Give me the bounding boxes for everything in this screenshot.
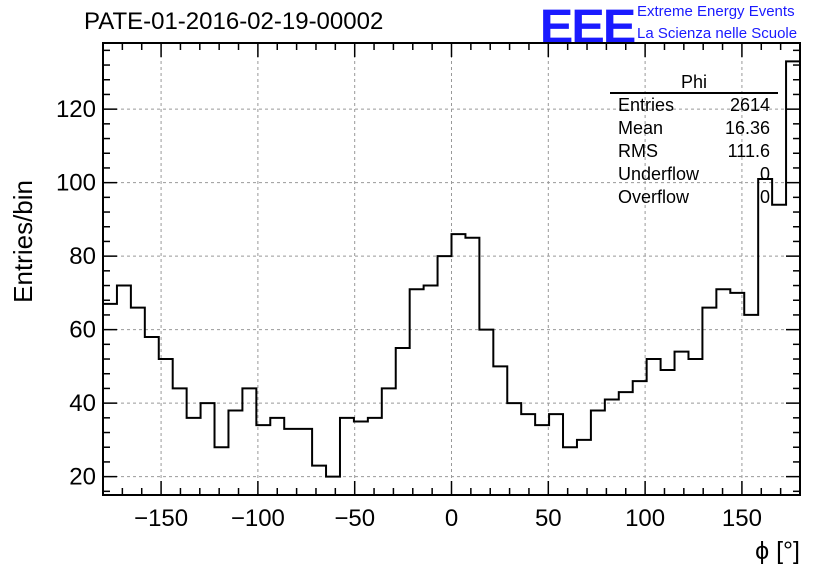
- y-axis-label: Entries/bin: [8, 180, 38, 303]
- stats-row: RMS 111.6: [610, 140, 778, 163]
- y-tick-label: 80: [69, 243, 96, 270]
- y-tick-label: 40: [69, 390, 96, 417]
- y-tick-label: 100: [56, 170, 96, 197]
- stats-label: Mean: [618, 118, 664, 138]
- axes: −150 −100 −50 0 50 100 150 20 40 60 80 100 120: [56, 42, 801, 532]
- x-tick-label: 50: [535, 505, 562, 532]
- stats-value: 0: [759, 187, 770, 207]
- histogram-line: [103, 60, 800, 478]
- brand-line-2: La Scienza nelle Scuole: [637, 25, 798, 42]
- eee-logo: EEE: [539, 1, 637, 54]
- x-tick-label: −50: [334, 505, 375, 532]
- stats-row: Entries 2614: [610, 94, 778, 117]
- y-tick-label: 60: [69, 317, 96, 344]
- stats-value: 2614: [729, 95, 770, 115]
- x-tick-label: −150: [134, 505, 188, 532]
- stats-label: Underflow: [618, 164, 700, 184]
- x-tick-label: −100: [231, 505, 285, 532]
- stats-value: 16.36: [724, 118, 770, 138]
- y-tick-label: 120: [56, 96, 96, 123]
- chart-title: PATE-01-2016-02-19-00002: [84, 8, 384, 35]
- stats-label: Entries: [618, 95, 675, 115]
- y-tick-label: 20: [69, 464, 96, 491]
- stats-label: RMS: [618, 141, 658, 161]
- x-tick-label: 100: [625, 505, 665, 532]
- stats-row: Overflow 0: [610, 186, 778, 209]
- stats-label: Overflow: [618, 187, 690, 207]
- stats-name: Phi: [610, 72, 778, 94]
- stats-row: Underflow 0: [610, 163, 778, 186]
- x-tick-label: 0: [445, 505, 458, 532]
- x-axis-label: ϕ [°]: [755, 537, 800, 565]
- stats-value: 111.6: [727, 141, 770, 161]
- stats-value: 0: [759, 164, 770, 184]
- x-tick-label: 150: [722, 505, 762, 532]
- stats-box: Phi Entries 2614 Mean 16.36 RMS 111.6 Underflo…: [610, 72, 778, 209]
- brand-line-1: Extreme Energy Events: [637, 3, 795, 20]
- stats-row: Mean 16.36: [610, 117, 778, 140]
